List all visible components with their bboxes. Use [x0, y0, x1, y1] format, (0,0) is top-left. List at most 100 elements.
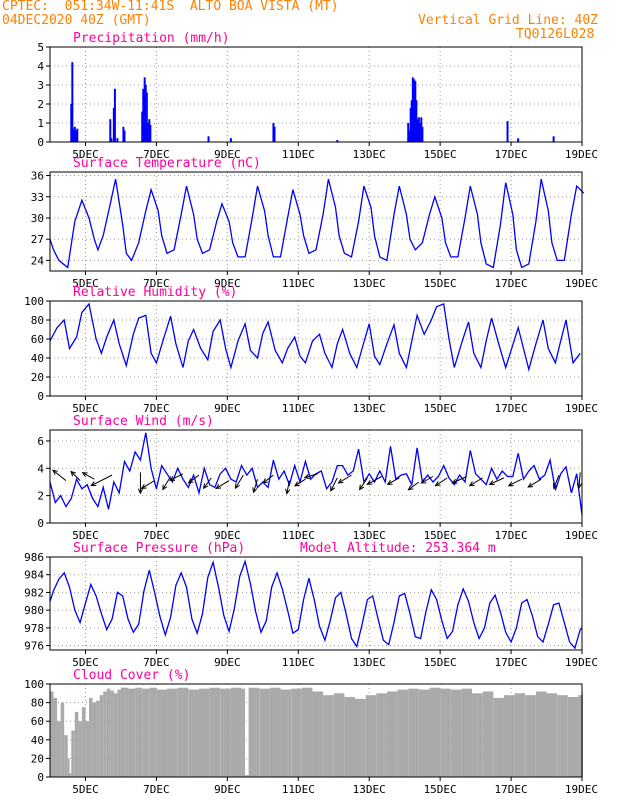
press-ytick-label: 978: [24, 622, 44, 635]
wind-arrow-head: [215, 483, 222, 489]
wind-arrow-head: [293, 481, 300, 487]
precip-ytick-label: 1: [37, 117, 44, 130]
cloud-bar: [106, 688, 111, 777]
wind-arrow-shaft: [203, 477, 212, 489]
precip-xtick-label: 9DEC: [214, 148, 241, 161]
precip-bar: [145, 92, 148, 142]
rh-xtick-label: 17DEC: [495, 402, 528, 415]
cloud-bar: [99, 695, 104, 777]
rh-ytick-label: 20: [31, 371, 44, 384]
precip-bar: [143, 77, 146, 142]
cloud-bar: [53, 697, 58, 777]
cloud-bar: [312, 691, 324, 777]
wind-arrow-shaft: [330, 477, 338, 492]
wind-arrow-head: [507, 481, 514, 487]
wind-arrow: [507, 478, 522, 487]
cloud-bar: [230, 687, 242, 777]
wind-arrow: [330, 477, 338, 492]
rh-xtick-label: 11DEC: [282, 402, 315, 415]
cloud-bar: [110, 690, 114, 777]
temp-ytick-label: 27: [31, 233, 44, 246]
press-ytick-label: 976: [24, 640, 44, 653]
cloud-bar: [220, 688, 231, 777]
cloud-bar: [89, 697, 93, 777]
precip-bar: [421, 126, 424, 142]
precip-bar: [109, 119, 112, 142]
rh-frame: [49, 300, 583, 397]
press-ytick-label: 982: [24, 586, 44, 599]
wind-xtick-label: 15DEC: [424, 529, 457, 542]
precip-bar: [123, 130, 126, 142]
cloud-bar: [333, 693, 345, 777]
wind-arrow: [468, 477, 483, 487]
precip-bar: [74, 130, 77, 142]
cloud-bar: [386, 691, 398, 777]
rh-xtick-label: 13DEC: [353, 402, 386, 415]
wind-arrow-head: [140, 483, 147, 489]
wind-arrow: [488, 477, 505, 485]
rh-series-line: [49, 302, 581, 372]
wind-arrow-head: [137, 488, 144, 495]
precip-bar: [71, 62, 74, 143]
wind-arrow-shaft: [367, 476, 382, 485]
wind-xtick-label: 7DEC: [143, 529, 170, 542]
cloud-bar: [472, 693, 483, 777]
cloud-bar: [71, 730, 75, 777]
wind-arrow: [234, 474, 244, 490]
wind-arrow: [202, 477, 212, 490]
wind-arrow-head: [488, 480, 495, 485]
wind-arrow: [70, 470, 81, 481]
cloud-xtick-label: 7DEC: [143, 783, 170, 796]
wind-xtick-label: 11DEC: [282, 529, 315, 542]
cloud-ytick-label: 0: [37, 771, 44, 784]
cloud-bar: [248, 687, 260, 777]
wind-arrow: [552, 474, 560, 490]
wind-arrow: [168, 473, 184, 481]
wind-ytick-label: 6: [37, 435, 44, 448]
cloud-xtick-label: 11DEC: [282, 783, 315, 796]
wind-arrow-shaft: [359, 477, 368, 490]
cloud-xtick-label: 15DEC: [424, 783, 457, 796]
wind-arrow-shaft: [82, 472, 95, 480]
wind-arrow-shaft: [52, 469, 67, 481]
precip-xtick-label: 13DEC: [353, 148, 386, 161]
cloud-bar: [120, 687, 129, 777]
cloud-bar: [259, 688, 270, 777]
cloud-ytick-label: 40: [31, 734, 44, 747]
press-ytick-label: 980: [24, 604, 44, 617]
wind-ytick-label: 0: [37, 517, 44, 530]
wind-arrow-head: [552, 483, 558, 490]
precip-bar: [272, 123, 275, 142]
wind-arrow-shaft: [286, 480, 290, 494]
precip-bar: [141, 111, 144, 142]
wind-arrow-head: [434, 481, 441, 487]
precip-bar: [122, 126, 125, 142]
wind-arrow-shaft: [527, 478, 542, 488]
precip-xtick-label: 17DEC: [495, 148, 528, 161]
precip-bar: [417, 117, 420, 142]
cloud-bar: [514, 693, 526, 777]
precip-bar: [411, 77, 414, 142]
wind-arrow: [420, 476, 434, 484]
wind-arrow-head: [252, 487, 258, 494]
press-ytick-label: 984: [24, 569, 44, 582]
precip-bar: [409, 107, 412, 142]
cloud-bar: [365, 695, 377, 777]
temp-title: Surface Temperature (nC): [73, 156, 261, 171]
cloud-bar: [245, 775, 249, 777]
precip-bar: [72, 128, 75, 142]
cloud-bar: [450, 689, 462, 777]
wind-arrow: [162, 476, 172, 491]
precip-bar: [70, 104, 73, 142]
wind-arrow: [81, 472, 95, 480]
wind-title: Surface Wind (m/s): [73, 414, 214, 429]
wind-arrow-head: [162, 484, 168, 491]
wind-xtick-label: 19DEC: [565, 529, 598, 542]
cloud-bar: [535, 691, 547, 777]
press-frame: [49, 556, 583, 651]
cloud-bar: [503, 695, 515, 777]
precip-bar: [420, 117, 423, 142]
precip-bar: [410, 100, 413, 142]
cloud-bar: [376, 693, 387, 777]
